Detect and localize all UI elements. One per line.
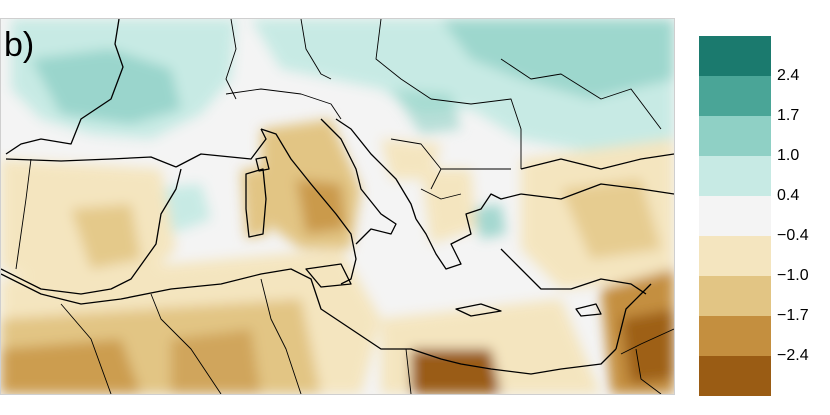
border-africa-4	[405, 348, 412, 394]
map-panel	[0, 18, 675, 395]
legend-swatch	[699, 236, 771, 276]
brown-area-sardinia	[241, 169, 269, 239]
brown-area-italy-core	[296, 179, 346, 234]
brown-area-libya-core	[411, 349, 501, 394]
country-borders	[15, 19, 674, 394]
border-africa-2	[150, 293, 222, 394]
legend-swatch	[699, 316, 771, 356]
border-levant-1	[620, 328, 674, 355]
legend-swatch	[699, 196, 771, 236]
coast-italy-west	[260, 128, 357, 285]
brown-area-sahara-core	[1, 339, 141, 394]
border-levant-2	[635, 348, 662, 394]
brown-area-iberia-core	[71, 204, 141, 269]
anomaly-field	[1, 19, 674, 394]
coast-greece	[415, 193, 522, 270]
legend-tick-label: −1.7	[777, 307, 809, 324]
legend-tick-label: 1.0	[777, 147, 800, 164]
coast-corsica	[255, 156, 270, 172]
coast-anatolia	[520, 183, 674, 200]
color-legend: 2.4 1.7 1.0 0.4 −0.4 −1.0 −1.7 −2.4	[699, 36, 809, 396]
border-balkans-1	[390, 138, 442, 190]
coast-levant	[615, 283, 652, 350]
legend-tick-label: 2.4	[777, 67, 800, 84]
legend-swatch	[699, 356, 771, 396]
border-balkans-3	[420, 188, 462, 200]
legend-swatch	[699, 156, 771, 196]
anomaly-map	[1, 19, 674, 394]
coast-sicily	[305, 263, 352, 288]
legend-swatch	[699, 116, 771, 156]
legend-tick-label: −1.0	[777, 267, 809, 284]
border-africa-3	[260, 278, 302, 394]
brown-area-levant-core	[621, 309, 674, 384]
legend-swatch	[699, 36, 771, 76]
border-alps	[225, 88, 342, 120]
brown-area-sahara-core-2	[171, 329, 261, 394]
teal-area-east	[441, 19, 674, 99]
brown-area-balkans	[381, 139, 441, 179]
coast-west-europe	[5, 19, 124, 155]
coast-iberia-south	[1, 168, 182, 295]
legend-tick-label: 1.7	[777, 107, 800, 124]
coast-italy-east	[320, 118, 397, 245]
border-central-3	[430, 98, 522, 169]
brown-area-greece	[421, 169, 476, 244]
legend-swatch	[699, 76, 771, 116]
legend-tick-label: −0.4	[777, 227, 809, 244]
border-africa-1	[60, 303, 112, 394]
border-central-1	[300, 19, 332, 80]
coast-north-africa	[1, 268, 617, 375]
coast-adriatic-east	[335, 118, 417, 220]
coastlines	[1, 19, 674, 375]
border-east-1	[500, 58, 662, 130]
legend-swatch	[699, 276, 771, 316]
coast-iberia-north	[5, 156, 177, 168]
coast-cyprus	[575, 303, 602, 317]
teal-area-france-core	[31, 49, 181, 124]
brown-area-anatolia-core	[561, 179, 661, 259]
border-central-2	[375, 19, 432, 100]
coast-anatolia-south	[500, 248, 647, 295]
coast-iberia-east	[175, 128, 267, 168]
border-france-germany	[225, 19, 237, 100]
legend-tick-label: 0.4	[777, 187, 800, 204]
teal-area-aegean	[471, 204, 506, 239]
coast-crete	[455, 303, 502, 317]
legend-tick-label: −2.4	[777, 347, 809, 364]
coast-black-sea	[520, 153, 674, 170]
coast-sardinia	[245, 168, 267, 238]
border-iberia	[15, 158, 32, 270]
panel-label: b)	[4, 26, 35, 64]
